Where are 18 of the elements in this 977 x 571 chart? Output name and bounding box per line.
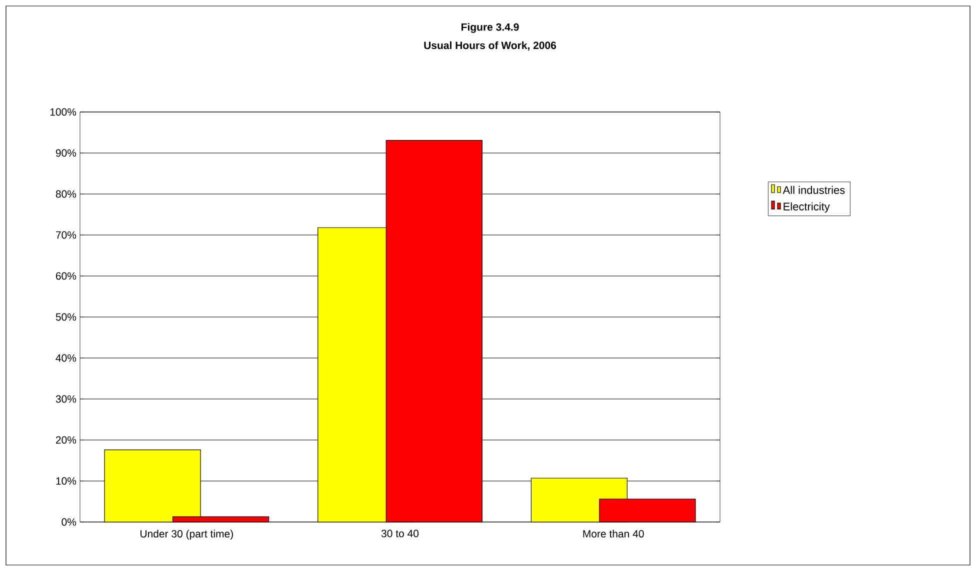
y-tick-label: 50%: [56, 313, 76, 321]
legend-label: Electricity: [784, 202, 830, 213]
x-tick-label: Under 30 (part time): [140, 530, 233, 540]
y-tick-label: 100%: [50, 108, 76, 116]
y-tick-label: 70%: [56, 231, 76, 239]
y-tick-label: 60%: [56, 272, 76, 280]
legend-label: All industries: [782, 186, 845, 194]
chart-subtitle: Usual Hours of Work, 2006: [424, 41, 556, 51]
chart-title: Figure 3.4.9: [462, 23, 519, 33]
y-tick-label: 90%: [56, 149, 76, 157]
y-tick-label: 40%: [56, 354, 76, 362]
y-tick-label: 30%: [56, 395, 76, 403]
y-tick-label: 10%: [56, 477, 76, 485]
y-tick-label: 80%: [56, 190, 76, 198]
x-tick-label: 30 to 40: [381, 530, 419, 538]
y-tick-label: 0%: [62, 518, 76, 526]
x-tick-label: More than 40: [583, 530, 644, 538]
y-tick-label: 20%: [56, 436, 76, 444]
